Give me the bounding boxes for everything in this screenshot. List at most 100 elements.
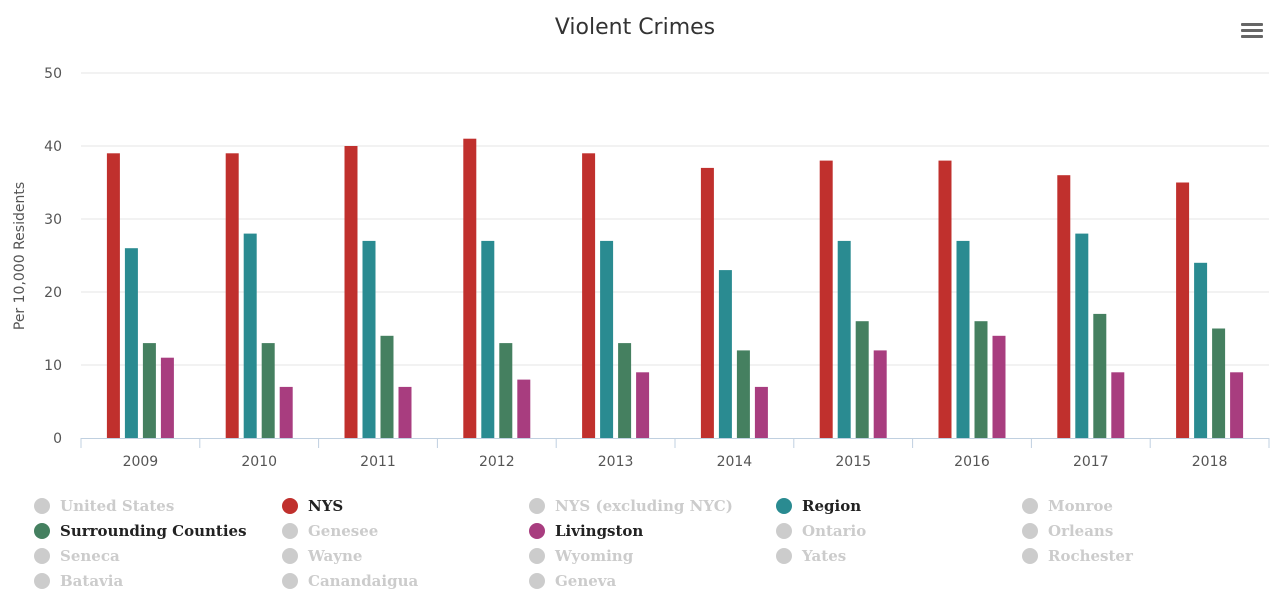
legend-label: Region bbox=[802, 497, 862, 515]
bar-livingston-2013[interactable] bbox=[636, 372, 650, 438]
hamburger-menu-icon-line-2 bbox=[1241, 29, 1263, 32]
bar-surrounding-counties-2013[interactable] bbox=[618, 343, 632, 438]
legend-item-region[interactable]: Region bbox=[776, 496, 861, 516]
y-tick-label: 40 bbox=[44, 139, 62, 155]
legend-label: NYS (excluding NYC) bbox=[555, 497, 733, 515]
y-tick-label: 20 bbox=[44, 285, 62, 301]
bar-surrounding-counties-2018[interactable] bbox=[1212, 328, 1226, 439]
legend-marker-icon bbox=[1022, 523, 1038, 539]
legend-label: Wayne bbox=[308, 547, 363, 565]
legend-marker-icon bbox=[776, 498, 792, 514]
legend-label: Surrounding Counties bbox=[60, 522, 247, 540]
legend-item-united-states[interactable]: United States bbox=[34, 496, 174, 516]
bar-nys-2018[interactable] bbox=[1176, 182, 1190, 439]
y-tick-label: 10 bbox=[44, 358, 62, 374]
bar-surrounding-counties-2017[interactable] bbox=[1093, 313, 1107, 438]
bar-nys-2017[interactable] bbox=[1057, 175, 1071, 438]
x-tick-label: 2015 bbox=[835, 454, 871, 470]
bar-livingston-2015[interactable] bbox=[873, 350, 887, 438]
bar-nys-2016[interactable] bbox=[938, 160, 952, 438]
x-tick-label: 2012 bbox=[479, 454, 515, 470]
bar-surrounding-counties-2012[interactable] bbox=[499, 343, 513, 438]
legend-item-seneca[interactable]: Seneca bbox=[34, 546, 120, 566]
legend-item-wayne[interactable]: Wayne bbox=[282, 546, 362, 566]
legend-label: Rochester bbox=[1048, 547, 1133, 565]
bar-series bbox=[106, 138, 1244, 439]
bar-livingston-2009[interactable] bbox=[160, 357, 174, 438]
legend-marker-icon bbox=[282, 548, 298, 564]
legend-item-canandaigua[interactable]: Canandaigua bbox=[282, 571, 418, 591]
legend-item-yates[interactable]: Yates bbox=[776, 546, 846, 566]
legend-marker-icon bbox=[529, 548, 545, 564]
x-tick-label: 2017 bbox=[1073, 454, 1109, 470]
bar-nys-2012[interactable] bbox=[463, 138, 477, 438]
legend-item-nys[interactable]: NYS bbox=[282, 496, 343, 516]
bar-nys-2013[interactable] bbox=[582, 153, 596, 439]
legend-item-geneva[interactable]: Geneva bbox=[529, 571, 616, 591]
bar-livingston-2018[interactable] bbox=[1230, 372, 1244, 438]
bar-region-2014[interactable] bbox=[718, 270, 732, 438]
bar-region-2018[interactable] bbox=[1194, 262, 1208, 438]
bar-region-2015[interactable] bbox=[837, 240, 851, 438]
legend-item-rochester[interactable]: Rochester bbox=[1022, 546, 1133, 566]
bar-region-2011[interactable] bbox=[362, 240, 376, 438]
legend-label: Canandaigua bbox=[308, 572, 419, 590]
bar-surrounding-counties-2016[interactable] bbox=[974, 321, 988, 438]
bar-surrounding-counties-2015[interactable] bbox=[855, 321, 869, 438]
legend-marker-icon bbox=[529, 573, 545, 589]
legend-item-nys-excluding-nyc[interactable]: NYS (excluding NYC) bbox=[529, 496, 733, 516]
chart-menu-button[interactable] bbox=[1239, 20, 1265, 42]
bar-nys-2011[interactable] bbox=[344, 146, 358, 438]
bar-region-2017[interactable] bbox=[1075, 233, 1089, 438]
bar-livingston-2010[interactable] bbox=[279, 386, 293, 438]
bar-region-2016[interactable] bbox=[956, 240, 970, 438]
legend-marker-icon bbox=[776, 523, 792, 539]
legend-marker-icon bbox=[34, 573, 50, 589]
legend-marker-icon bbox=[34, 498, 50, 514]
legend-marker-icon bbox=[776, 548, 792, 564]
bar-nys-2009[interactable] bbox=[106, 153, 120, 439]
y-axis-title: Per 10,000 Residents bbox=[12, 182, 28, 330]
hamburger-menu-icon-line-3 bbox=[1241, 35, 1263, 38]
legend-label: Ontario bbox=[802, 522, 867, 540]
bar-livingston-2014[interactable] bbox=[754, 386, 768, 438]
bar-livingston-2017[interactable] bbox=[1111, 372, 1125, 438]
bar-surrounding-counties-2010[interactable] bbox=[261, 343, 275, 438]
bar-region-2009[interactable] bbox=[124, 248, 138, 438]
legend-item-monroe[interactable]: Monroe bbox=[1022, 496, 1113, 516]
legend-marker-icon bbox=[34, 523, 50, 539]
y-tick-label: 30 bbox=[44, 212, 62, 228]
legend-item-genesee[interactable]: Genesee bbox=[282, 521, 378, 541]
legend-item-orleans[interactable]: Orleans bbox=[1022, 521, 1113, 541]
violent-crimes-chart: Violent Crimes Per 10,000 Residents 0 10 2… bbox=[12, 15, 1270, 470]
legend-item-wyoming[interactable]: Wyoming bbox=[529, 546, 633, 566]
legend-marker-icon bbox=[282, 523, 298, 539]
legend-item-surrounding-counties[interactable]: Surrounding Counties bbox=[34, 521, 247, 541]
legend-label: Geneva bbox=[555, 572, 617, 590]
bar-nys-2010[interactable] bbox=[225, 153, 239, 439]
legend-item-livingston[interactable]: Livingston bbox=[529, 521, 643, 541]
bar-nys-2014[interactable] bbox=[700, 167, 714, 438]
legend-item-ontario[interactable]: Ontario bbox=[776, 521, 866, 541]
bar-livingston-2011[interactable] bbox=[398, 386, 412, 438]
bar-livingston-2016[interactable] bbox=[992, 335, 1006, 438]
legend-label: Yates bbox=[802, 547, 847, 565]
x-tick-label: 2010 bbox=[241, 454, 277, 470]
x-tick-label: 2018 bbox=[1192, 454, 1228, 470]
bar-nys-2015[interactable] bbox=[819, 160, 833, 438]
bar-region-2010[interactable] bbox=[243, 233, 257, 438]
x-axis: 2009 2010 2011 2012 2013 2014 2015 2016 2017 2018 bbox=[80, 438, 1270, 470]
chart-legend: United States NYS NYS (excluding NYC) Regio… bbox=[34, 496, 1264, 592]
bar-region-2013[interactable] bbox=[600, 240, 614, 438]
legend-marker-icon bbox=[282, 498, 298, 514]
bar-surrounding-counties-2014[interactable] bbox=[736, 350, 750, 438]
bar-region-2012[interactable] bbox=[481, 240, 495, 438]
legend-item-batavia[interactable]: Batavia bbox=[34, 571, 123, 591]
legend-label: Livingston bbox=[555, 522, 644, 540]
bar-surrounding-counties-2011[interactable] bbox=[380, 335, 394, 438]
bar-livingston-2012[interactable] bbox=[517, 379, 531, 438]
y-axis-ticks: 0 10 20 30 40 50 bbox=[44, 66, 62, 447]
hamburger-menu-icon bbox=[1241, 23, 1263, 26]
x-tick-label: 2011 bbox=[360, 454, 396, 470]
bar-surrounding-counties-2009[interactable] bbox=[142, 343, 156, 438]
